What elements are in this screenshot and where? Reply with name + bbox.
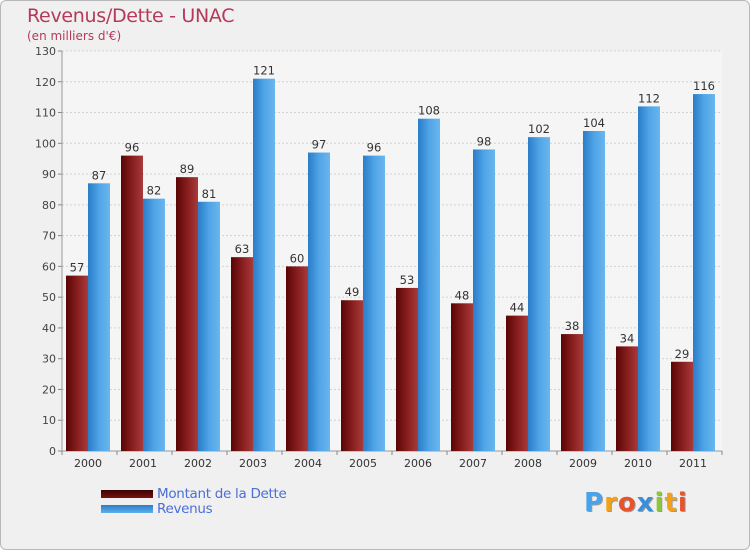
chart-subtitle: (en milliers d'€)	[27, 29, 122, 43]
data-label-revenue: 112	[638, 91, 660, 105]
x-tick-label: 2003	[239, 457, 267, 470]
logo-letter: r	[604, 488, 618, 518]
data-label-debt: 89	[180, 162, 195, 176]
logo-letter: P	[584, 488, 605, 518]
data-label-debt: 53	[400, 273, 415, 287]
y-tick-label: 30	[42, 353, 56, 366]
y-tick-label: 70	[42, 230, 56, 243]
data-label-debt: 96	[125, 141, 140, 155]
y-tick-label: 40	[42, 322, 56, 335]
data-label-debt: 60	[290, 251, 305, 265]
data-label-revenue: 108	[418, 104, 440, 118]
bar-debt	[506, 315, 528, 451]
data-label-revenue: 87	[92, 168, 107, 182]
x-tick-label: 2004	[294, 457, 322, 470]
data-label-debt: 57	[70, 261, 85, 275]
x-tick-label: 2009	[569, 457, 597, 470]
data-label-debt: 48	[455, 288, 470, 302]
bar-revenue	[418, 118, 440, 451]
x-tick-label: 2010	[624, 457, 652, 470]
logo-letter: x	[636, 488, 655, 518]
legend-label-revenue: Revenus	[157, 501, 213, 517]
bar-debt	[121, 155, 143, 451]
x-tick-label: 2006	[404, 457, 432, 470]
data-label-revenue: 121	[253, 64, 275, 78]
data-label-revenue: 98	[477, 134, 492, 148]
bar-debt	[286, 266, 308, 451]
bar-debt	[671, 361, 693, 451]
y-tick-label: 0	[49, 445, 56, 458]
bar-debt	[66, 275, 88, 451]
legend-swatch-revenue	[101, 505, 153, 513]
data-label-revenue: 104	[583, 116, 605, 130]
data-label-debt: 44	[510, 301, 525, 315]
data-label-revenue: 81	[202, 187, 217, 201]
bar-revenue	[143, 198, 165, 451]
legend-label-debt: Montant de la Dette	[157, 486, 287, 502]
bar-revenue	[308, 152, 330, 452]
x-tick-label: 2000	[74, 457, 102, 470]
data-label-revenue: 96	[367, 141, 382, 155]
y-tick-label: 130	[35, 45, 56, 58]
bar-revenue	[638, 106, 660, 451]
x-tick-label: 2001	[129, 457, 157, 470]
y-tick-label: 20	[42, 383, 56, 396]
y-tick-label: 90	[42, 168, 56, 181]
data-label-revenue: 82	[147, 184, 162, 198]
x-tick-label: 2002	[184, 457, 212, 470]
bar-debt	[451, 303, 473, 451]
logo-letter: i	[677, 488, 688, 518]
x-tick-label: 2008	[514, 457, 542, 470]
data-label-revenue: 97	[312, 138, 327, 152]
bar-revenue	[473, 149, 495, 451]
data-label-debt: 49	[345, 285, 360, 299]
bar-revenue	[528, 137, 550, 451]
y-tick-label: 50	[42, 291, 56, 304]
y-tick-label: 10	[42, 414, 56, 427]
y-tick-label: 110	[35, 107, 56, 120]
data-label-debt: 29	[675, 347, 690, 361]
x-tick-label: 2007	[459, 457, 487, 470]
data-label-debt: 34	[620, 331, 635, 345]
bar-debt	[616, 346, 638, 451]
proxiti-logo: Proxiti	[584, 488, 688, 518]
y-tick-label: 60	[42, 260, 56, 273]
x-tick-label: 2011	[679, 457, 707, 470]
bar-revenue	[363, 155, 385, 451]
bar-revenue	[253, 78, 275, 451]
bar-revenue	[583, 131, 605, 451]
bar-revenue	[198, 201, 220, 451]
data-label-debt: 38	[565, 319, 580, 333]
logo-letter: t	[664, 488, 678, 518]
bar-debt	[561, 334, 583, 451]
legend-swatch-debt	[101, 490, 153, 498]
data-label-debt: 63	[235, 242, 250, 256]
y-tick-label: 120	[35, 76, 56, 89]
data-label-revenue: 116	[693, 79, 715, 93]
bar-debt	[341, 300, 363, 451]
y-tick-label: 100	[35, 137, 56, 150]
data-label-revenue: 102	[528, 122, 550, 136]
bar-revenue	[88, 183, 110, 452]
bar-debt	[396, 287, 418, 451]
logo-letter: i	[654, 488, 665, 518]
bar-debt	[176, 177, 198, 451]
plot-area	[62, 51, 722, 451]
y-tick-label: 80	[42, 199, 56, 212]
bar-debt	[231, 257, 253, 451]
bar-revenue	[693, 94, 715, 452]
logo-letter: o	[617, 488, 637, 518]
chart-title: Revenus/Dette - UNAC	[27, 5, 235, 27]
x-tick-label: 2005	[349, 457, 377, 470]
